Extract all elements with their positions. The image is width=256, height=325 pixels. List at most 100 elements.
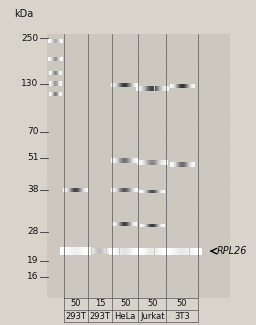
Point	[213, 71, 217, 76]
Point	[112, 272, 116, 277]
Point	[123, 166, 127, 171]
Point	[68, 172, 72, 177]
Point	[145, 173, 149, 178]
Point	[87, 278, 91, 283]
Point	[155, 117, 159, 123]
Point	[206, 49, 210, 54]
Point	[140, 132, 144, 137]
Point	[117, 144, 121, 150]
Point	[111, 161, 115, 166]
Point	[51, 113, 56, 119]
Point	[213, 272, 217, 278]
Point	[88, 130, 92, 135]
Point	[97, 153, 101, 159]
Point	[148, 163, 152, 168]
Point	[138, 198, 143, 203]
Point	[162, 142, 166, 147]
Point	[145, 45, 150, 50]
Point	[197, 210, 201, 215]
Bar	[123, 248, 124, 255]
Point	[98, 246, 102, 251]
Point	[112, 198, 116, 203]
Point	[71, 93, 76, 98]
Point	[202, 195, 206, 200]
Point	[186, 194, 190, 199]
Point	[52, 255, 56, 260]
Point	[74, 137, 78, 142]
Point	[167, 201, 171, 206]
Point	[99, 33, 103, 38]
Point	[154, 58, 158, 63]
Point	[164, 290, 168, 295]
Point	[161, 184, 165, 189]
Bar	[146, 86, 147, 91]
Point	[201, 204, 206, 209]
Point	[78, 203, 82, 209]
Point	[142, 134, 146, 139]
Bar	[153, 248, 154, 255]
Point	[222, 200, 227, 205]
Point	[194, 83, 198, 88]
Point	[169, 144, 173, 149]
Point	[217, 70, 221, 75]
Point	[55, 50, 59, 55]
Point	[57, 270, 61, 275]
Point	[183, 275, 187, 280]
Point	[57, 173, 61, 178]
Point	[100, 227, 104, 232]
Point	[105, 284, 110, 289]
Point	[137, 276, 142, 281]
Point	[147, 280, 151, 285]
Point	[204, 269, 208, 275]
Point	[198, 35, 202, 40]
Point	[95, 67, 99, 72]
Point	[172, 273, 176, 279]
Point	[102, 222, 106, 227]
Point	[105, 71, 110, 76]
Point	[183, 147, 187, 152]
Point	[58, 254, 62, 259]
Point	[57, 275, 61, 280]
Point	[208, 112, 212, 117]
Point	[195, 139, 199, 144]
Point	[193, 232, 197, 237]
Point	[145, 143, 149, 149]
Point	[85, 217, 89, 222]
Point	[163, 210, 167, 215]
Point	[224, 292, 228, 298]
Point	[82, 171, 86, 176]
Point	[101, 247, 105, 253]
Point	[90, 48, 94, 53]
Point	[141, 103, 145, 109]
Point	[203, 279, 207, 284]
Point	[177, 202, 182, 207]
Point	[55, 107, 59, 112]
Point	[158, 54, 162, 59]
Point	[95, 138, 99, 143]
Bar	[155, 248, 156, 255]
Point	[104, 135, 108, 140]
Point	[68, 196, 72, 201]
Point	[228, 220, 232, 226]
Point	[90, 222, 94, 227]
Point	[153, 56, 157, 61]
Point	[171, 192, 175, 197]
Point	[104, 124, 108, 129]
Point	[208, 247, 212, 253]
Point	[68, 151, 72, 156]
Point	[126, 103, 131, 108]
Point	[157, 53, 161, 58]
Bar	[64, 188, 65, 192]
Point	[224, 278, 228, 283]
Point	[157, 118, 161, 123]
Point	[176, 207, 180, 212]
Point	[113, 45, 118, 50]
Point	[170, 102, 174, 107]
Point	[183, 195, 187, 200]
Point	[153, 135, 157, 140]
Point	[70, 241, 74, 246]
Point	[177, 212, 182, 217]
Point	[114, 43, 118, 48]
Point	[138, 137, 142, 143]
Bar	[122, 248, 123, 255]
